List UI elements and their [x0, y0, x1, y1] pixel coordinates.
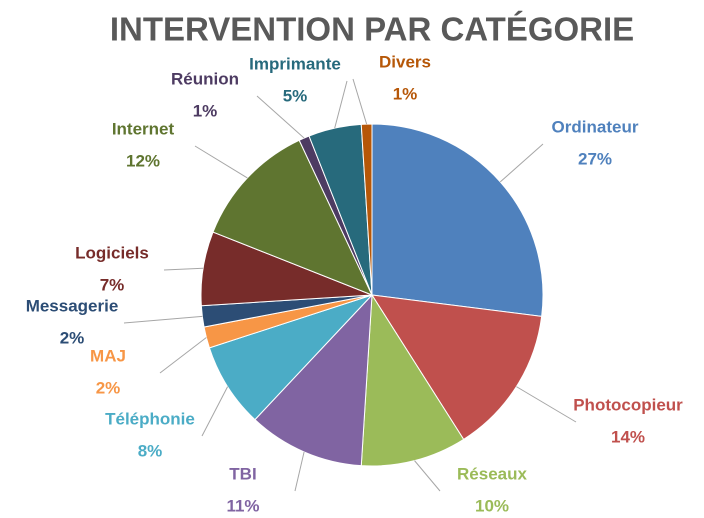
leader-line [294, 451, 305, 492]
slice-label: Internet [112, 119, 175, 138]
value-label: 2% [96, 378, 121, 397]
slice-label: Imprimante [249, 54, 341, 73]
leader-line [414, 460, 441, 492]
value-label: 8% [138, 441, 163, 460]
pie-slice [212, 139, 373, 296]
slice-label: Logiciels [75, 243, 149, 262]
slice-label: TBI [229, 464, 256, 483]
value-label: 2% [60, 328, 85, 347]
leader-line [159, 337, 207, 374]
value-label: 11% [226, 496, 259, 515]
slice-label: Photocopieur [573, 395, 683, 414]
value-label: 27% [578, 149, 612, 168]
leader-line [256, 95, 305, 139]
pie-slice [254, 293, 373, 467]
value-label: 12% [126, 151, 160, 170]
leader-line [194, 145, 248, 179]
slice-label: Téléphonie [105, 409, 195, 428]
leader-line [123, 315, 203, 324]
value-label: 14% [611, 427, 645, 446]
leader-line [516, 386, 577, 423]
value-label: 10% [475, 496, 509, 515]
chart-title: INTERVENTION PAR CATÉGORIE [110, 11, 634, 48]
leader-line [352, 78, 368, 125]
leader-line [201, 386, 229, 437]
value-label: 5% [283, 86, 308, 105]
slice-label: Divers [379, 52, 431, 71]
leader-line [163, 267, 204, 271]
slice-label: Réseaux [457, 464, 527, 483]
value-label: 1% [393, 84, 418, 103]
slice-label: Messagerie [26, 296, 119, 315]
slice-label: MAJ [90, 346, 126, 365]
value-label: 1% [193, 101, 218, 120]
value-label: 7% [100, 275, 125, 294]
slice-label: Ordinateur [552, 117, 639, 136]
leader-line [499, 143, 544, 183]
leader-line [334, 80, 348, 129]
pie-slice [371, 123, 544, 317]
slice-label: Réunion [171, 69, 239, 88]
